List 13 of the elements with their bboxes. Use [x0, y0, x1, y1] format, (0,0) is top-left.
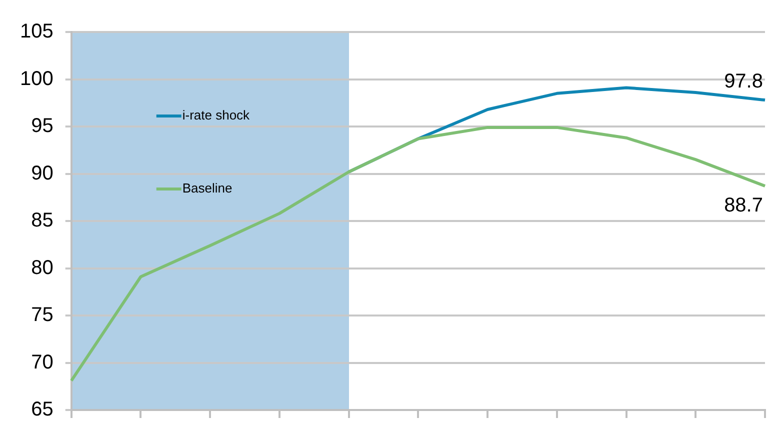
y-tick-label: 95	[31, 115, 54, 138]
y-tick-label: 100	[20, 68, 54, 90]
legend-label: Baseline	[182, 180, 232, 196]
y-tick-label: 105	[20, 20, 54, 43]
y-tick-label: 80	[31, 256, 54, 279]
y-tick-label: 85	[31, 210, 54, 232]
legend-label: i-rate shock	[182, 108, 250, 123]
data-label: 97.8	[724, 70, 763, 93]
y-tick-label: 90	[31, 162, 54, 184]
y-tick-label: 70	[31, 351, 54, 374]
data-label: 88.7	[724, 194, 763, 217]
y-tick-label: 65	[31, 398, 54, 421]
y-tick-label: 75	[31, 304, 54, 326]
